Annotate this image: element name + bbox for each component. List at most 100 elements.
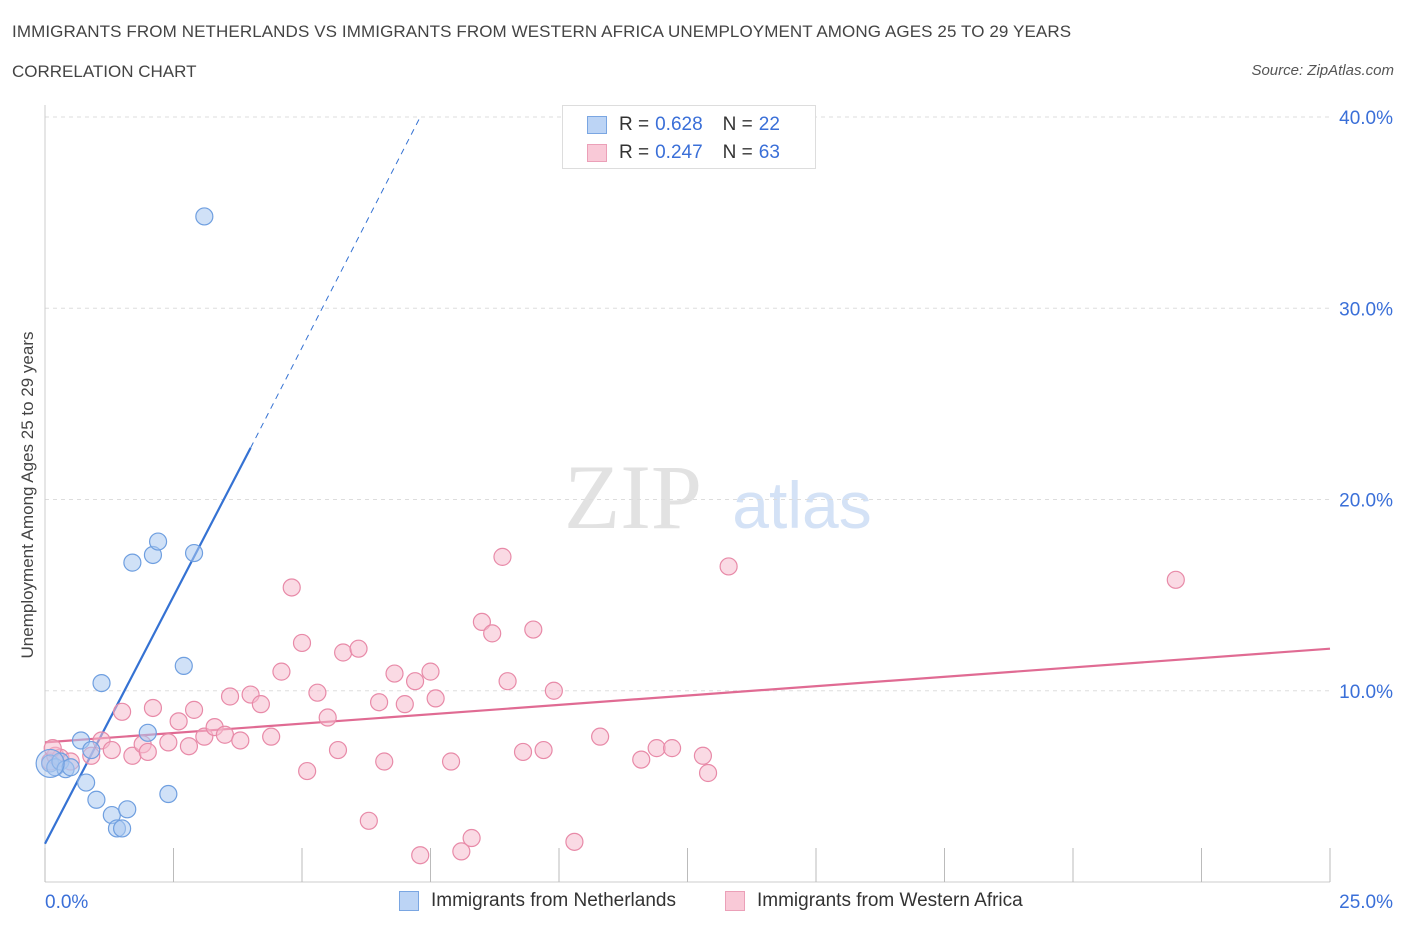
western-africa-trend-line — [44, 647, 1331, 744]
tick-labels: 10.0% 20.0% 30.0% 40.0% 0.0% 25.0% — [45, 108, 1393, 913]
netherlands-point — [174, 656, 193, 675]
western-africa-point — [544, 681, 563, 700]
r-label: R = — [619, 142, 650, 163]
data-points — [35, 207, 1185, 865]
western-africa-point — [112, 702, 132, 721]
western-africa-point — [375, 752, 394, 771]
netherlands-point — [118, 800, 137, 819]
western-africa-point — [591, 727, 610, 746]
western-africa-point — [421, 662, 440, 681]
western-africa-point — [524, 620, 543, 639]
western-africa-point — [565, 832, 584, 851]
legend-swatch-netherlands — [399, 891, 419, 911]
watermark-zip: ZIP — [564, 446, 702, 548]
correlation-legend: R = 0.628 N = 22 R = 0.247 N = 63 — [562, 105, 816, 169]
western-africa-point — [1166, 570, 1185, 589]
n-label: N = — [722, 142, 753, 163]
legend-label-netherlands: Immigrants from Netherlands — [431, 890, 676, 911]
chart-title: IMMIGRANTS FROM NETHERLANDS VS IMMIGRANT… — [12, 22, 1072, 41]
western-africa-point — [513, 742, 533, 762]
swatch-netherlands — [587, 116, 607, 134]
western-africa-point — [426, 689, 445, 708]
watermark-atlas: atlas — [732, 468, 871, 542]
watermark: ZIP atlas — [564, 446, 872, 548]
source-label: Source: ZipAtlas.com — [1251, 62, 1394, 79]
western-africa-point — [318, 708, 337, 727]
western-africa-point — [159, 733, 178, 752]
legend-row-western-africa: R = 0.247 N = 63 — [587, 141, 780, 165]
western-africa-point — [385, 664, 404, 683]
legend-swatch-western-africa — [725, 891, 745, 911]
western-africa-point — [298, 761, 317, 781]
netherlands-point — [77, 773, 96, 792]
legend-item-netherlands: Immigrants from Netherlands — [399, 888, 676, 914]
western-africa-point — [292, 633, 312, 653]
western-africa-point — [179, 737, 199, 756]
netherlands-point — [148, 532, 168, 551]
netherlands-trend-extension — [250, 116, 421, 449]
n-value: 22 — [758, 114, 780, 135]
netherlands-point — [195, 207, 214, 226]
western-africa-point — [231, 731, 250, 750]
r-label: R = — [619, 114, 650, 135]
western-africa-point — [493, 547, 512, 566]
netherlands-point — [123, 553, 142, 572]
netherlands-point — [138, 723, 157, 742]
n-label: N = — [722, 114, 753, 135]
western-africa-point — [215, 725, 234, 744]
western-africa-point — [138, 742, 157, 762]
western-africa-point — [143, 698, 163, 718]
western-africa-point — [262, 727, 281, 746]
western-africa-point — [405, 672, 425, 691]
western-africa-point — [462, 828, 481, 848]
western-africa-point — [220, 687, 240, 706]
legend-label-western-africa: Immigrants from Western Africa — [757, 890, 1023, 911]
netherlands-point — [159, 784, 178, 804]
western-africa-point — [328, 740, 348, 760]
netherlands-point — [61, 758, 80, 777]
r-value: 0.628 — [655, 114, 703, 135]
western-africa-point — [662, 739, 682, 758]
netherlands-point — [112, 819, 132, 838]
western-africa-point — [184, 700, 204, 719]
western-africa-point — [334, 643, 353, 662]
r-value: 0.247 — [655, 142, 703, 163]
grid — [45, 116, 1330, 692]
western-africa-point — [472, 612, 491, 632]
western-africa-point — [169, 712, 188, 731]
x-tick-label: 25.0% — [1339, 892, 1393, 913]
western-africa-point — [282, 578, 301, 597]
western-africa-point — [441, 752, 461, 771]
western-africa-point — [370, 693, 389, 712]
netherlands-point — [92, 673, 111, 693]
x-tick-label: 0.0% — [45, 892, 88, 913]
western-africa-point — [308, 683, 327, 702]
western-africa-point — [272, 662, 291, 681]
western-africa-point — [349, 639, 368, 658]
legend-row-netherlands: R = 0.628 N = 22 — [587, 113, 780, 137]
y-tick-label: 20.0% — [1339, 491, 1393, 512]
n-value: 63 — [758, 142, 780, 163]
western-africa-point — [698, 763, 718, 783]
western-africa-point — [719, 557, 738, 576]
western-africa-point — [102, 740, 121, 760]
swatch-western-africa — [587, 144, 607, 162]
western-africa-point — [411, 846, 430, 865]
western-africa-point — [647, 739, 666, 758]
netherlands-point — [87, 790, 106, 809]
netherlands-trend-line — [44, 447, 252, 845]
y-tick-label: 10.0% — [1339, 682, 1393, 703]
western-africa-point — [452, 842, 471, 861]
western-africa-point — [359, 811, 378, 830]
western-africa-point — [251, 695, 270, 714]
netherlands-cluster-point — [35, 748, 65, 779]
western-africa-point — [498, 672, 517, 691]
y-axis-label: Unemployment Among Ages 25 to 29 years — [18, 331, 37, 659]
chart-subtitle: CORRELATION CHART — [12, 62, 197, 81]
y-tick-label: 30.0% — [1339, 299, 1393, 320]
y-tick-label: 40.0% — [1339, 108, 1393, 129]
western-africa-point — [395, 695, 414, 714]
legend-item-western-africa: Immigrants from Western Africa — [725, 888, 1023, 914]
western-africa-point — [483, 624, 502, 643]
